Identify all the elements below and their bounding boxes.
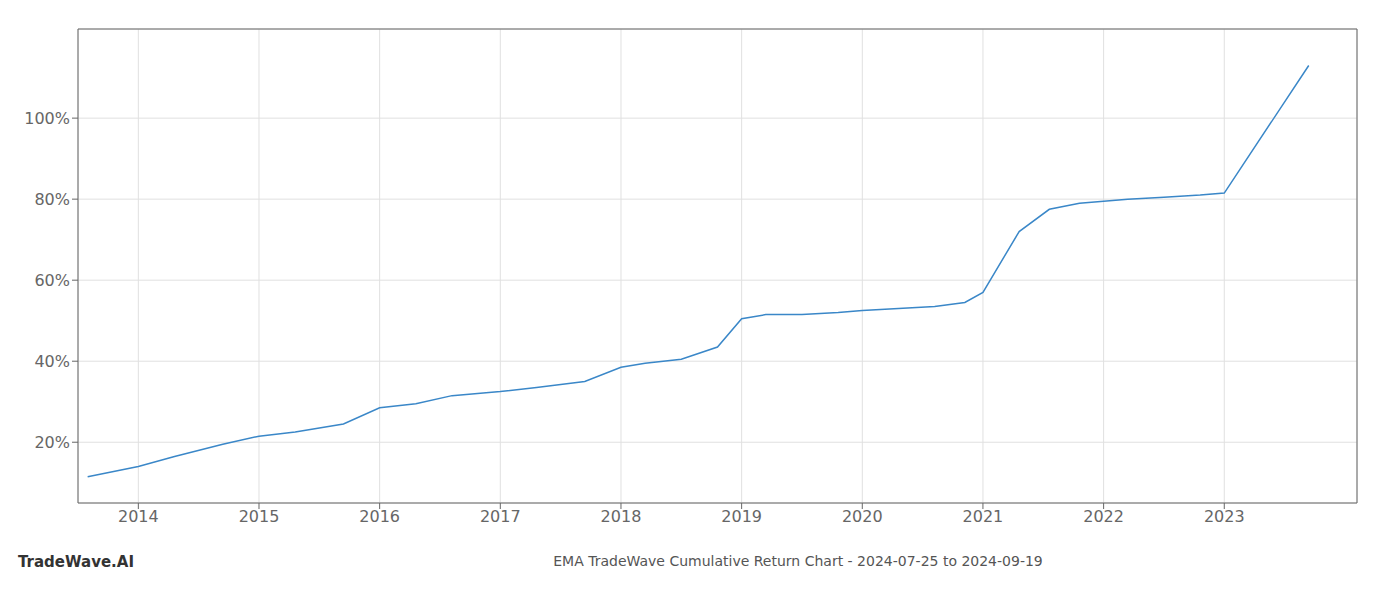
svg-text:2017: 2017	[480, 507, 521, 526]
svg-text:2018: 2018	[601, 507, 642, 526]
html-text:TradeWave.AI: TradeWave.AI	[18, 553, 134, 571]
html-text:EMA TradeWave Cumulative Retur: EMA TradeWave Cumulative Return Chart - …	[553, 553, 1043, 569]
svg-text:60%: 60%	[34, 271, 70, 290]
svg-text:40%: 40%	[34, 352, 70, 371]
svg-text:2020: 2020	[842, 507, 883, 526]
svg-text:2023: 2023	[1204, 507, 1245, 526]
svg-text:100%: 100%	[24, 109, 70, 128]
svg-text:80%: 80%	[34, 190, 70, 209]
svg-text:2019: 2019	[721, 507, 762, 526]
svg-text:2016: 2016	[359, 507, 400, 526]
svg-text:2022: 2022	[1083, 507, 1124, 526]
svg-text:2014: 2014	[118, 507, 159, 526]
svg-text:2021: 2021	[963, 507, 1004, 526]
svg-text:2015: 2015	[239, 507, 280, 526]
svg-text:20%: 20%	[34, 433, 70, 452]
